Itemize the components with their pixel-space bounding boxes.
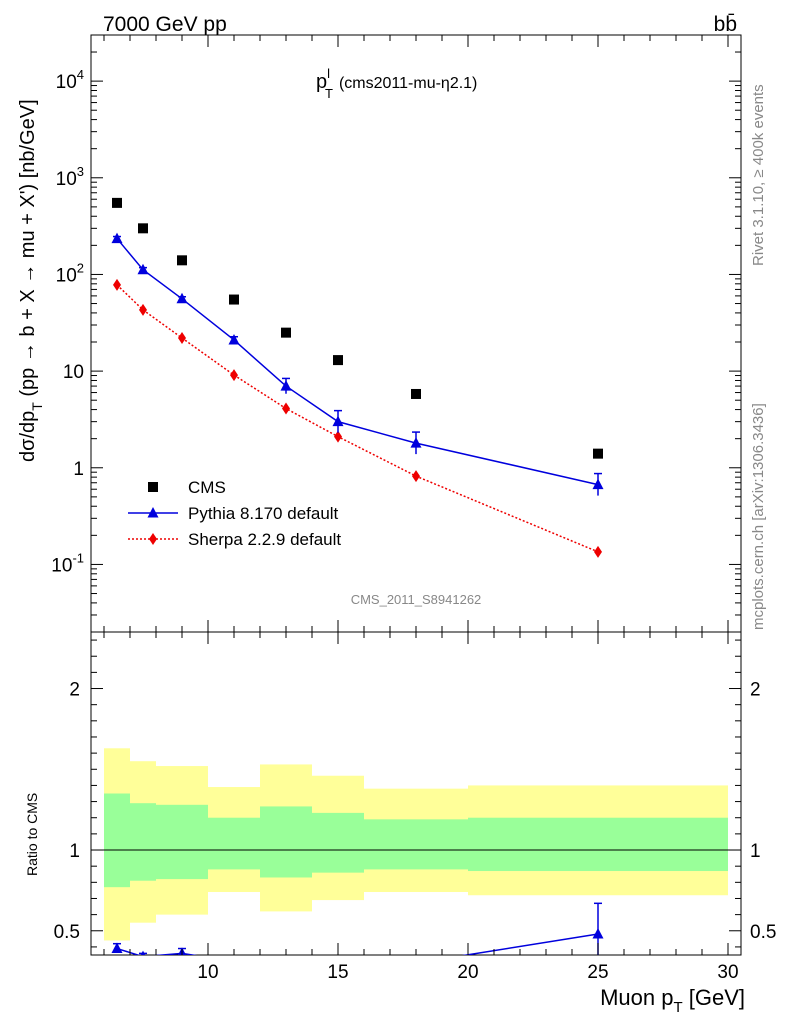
y-tick-label-ratio-right: 1 xyxy=(750,841,761,862)
cms-point xyxy=(138,223,148,234)
y-tick-label-main: 1 xyxy=(73,459,84,480)
pythia-point xyxy=(280,380,292,391)
x-label-part1: Muon p xyxy=(600,985,673,1010)
pythia-point xyxy=(592,478,604,490)
sherpa-point xyxy=(334,430,342,443)
y-label-subscript: T xyxy=(29,402,45,411)
x-tick-label: 20 xyxy=(457,962,478,983)
y-tick-exponent: 3 xyxy=(77,164,84,179)
plot-title-main: p xyxy=(316,71,327,93)
x-axis-label: Muon pT [GeV] xyxy=(600,985,745,1016)
x-tick-label: 30 xyxy=(717,962,738,983)
y-tick-label-ratio-right: 2 xyxy=(750,680,761,701)
ratio-y-axis-label: Ratio to CMS xyxy=(24,793,40,876)
ratio-pythia-point xyxy=(229,955,240,966)
sherpa-point xyxy=(113,278,121,291)
cms-point xyxy=(281,327,291,338)
pythia-point xyxy=(137,263,149,275)
y-tick-label-main: 104 xyxy=(56,67,84,93)
pythia-line xyxy=(116,238,599,486)
ratio-inner-band xyxy=(364,819,468,870)
ratio-inner-band xyxy=(312,812,364,873)
ratio-pythia-point xyxy=(281,959,292,970)
side-label-bottom: mcplots.cern.ch [arXiv:1306.3436] xyxy=(750,403,767,630)
y-tick-base: 10 xyxy=(51,555,72,576)
y-tick-exponent: 4 xyxy=(77,67,84,82)
legend-sherpa-marker xyxy=(149,533,157,545)
sherpa-point xyxy=(139,303,147,316)
cms-point xyxy=(229,294,239,305)
y-tick-label-main: 10 xyxy=(63,362,84,383)
energy-label: 7000 GeV pp xyxy=(103,13,227,36)
y-tick-label-ratio-left: 0.5 xyxy=(54,922,80,943)
legend-entry-label: Pythia 8.170 default xyxy=(188,504,339,523)
ratio-pythia-point xyxy=(111,942,123,954)
legend-cms-marker xyxy=(148,482,158,492)
x-tick-label: 10 xyxy=(197,962,218,983)
plot-title-tail: (cms2011-mu-η2.1) xyxy=(339,75,477,92)
sherpa-point xyxy=(594,545,602,558)
pythia-point xyxy=(332,415,344,427)
plot-title-sup: l xyxy=(327,66,330,81)
cms-point xyxy=(593,448,603,459)
ratio-inner-band xyxy=(130,803,156,881)
main-y-axis-label: dσ/dpT (pp → b + X → mu + X') [nb/GeV] xyxy=(17,99,45,462)
ratio-inner-band xyxy=(104,793,130,888)
x-label-subscript: T xyxy=(673,999,682,1016)
sherpa-point xyxy=(230,369,238,382)
plot-title: pl T (cms2011-mu-η2.1) xyxy=(316,66,477,101)
pythia-point xyxy=(111,232,123,244)
legend-entry-label: Sherpa 2.2.9 default xyxy=(188,530,341,549)
legend-entry-label: CMS xyxy=(188,478,226,497)
analysis-id: CMS_2011_S8941262 xyxy=(351,592,482,607)
ratio-pythia-line xyxy=(116,933,599,955)
pythia-point xyxy=(176,292,188,304)
y-label-part1: dσ/dp xyxy=(17,411,39,462)
cms-point xyxy=(333,355,343,366)
legend-pythia-marker xyxy=(147,507,159,518)
main-layer xyxy=(111,197,604,558)
sherpa-point xyxy=(178,332,186,345)
x-tick-label: 25 xyxy=(587,962,608,983)
x-label-part2: [GeV] xyxy=(683,985,745,1010)
ratio-pythia-point xyxy=(592,928,604,939)
y-tick-exponent: 2 xyxy=(77,260,84,275)
ratio-inner-band xyxy=(208,817,260,870)
process-label: bb̄ xyxy=(714,13,737,36)
ratio-layer xyxy=(91,748,741,970)
cms-point xyxy=(177,255,187,266)
sherpa-point xyxy=(282,402,290,415)
y-tick-exponent: -1 xyxy=(72,550,84,565)
pythia-point xyxy=(228,333,240,345)
y-tick-base: 10 xyxy=(56,72,77,93)
cms-point xyxy=(112,197,122,208)
y-tick-label-ratio-left: 2 xyxy=(69,680,80,701)
y-tick-label-ratio-left: 1 xyxy=(69,841,80,862)
y-tick-label-ratio-right: 0.5 xyxy=(750,922,776,943)
y-tick-base: 10 xyxy=(56,265,77,286)
plot-title-sub: T xyxy=(325,86,333,101)
y-label-part2: (pp → b + X → mu + X') [nb/GeV] xyxy=(17,99,39,402)
pythia-point xyxy=(410,437,422,448)
ratio-pythia-point xyxy=(140,950,146,955)
ratio-pythia-point xyxy=(411,957,422,968)
ratio-inner-band xyxy=(156,804,208,880)
cms-point xyxy=(411,388,421,399)
sherpa-line xyxy=(116,284,599,553)
y-tick-base: 10 xyxy=(56,169,77,190)
side-label-top: Rivet 3.1.10, ≥ 400k events xyxy=(750,84,767,266)
y-tick-label-main: 10-1 xyxy=(51,550,84,576)
y-tick-label-main: 103 xyxy=(56,164,84,190)
ratio-inner-band xyxy=(468,817,728,872)
y-tick-label-main: 102 xyxy=(56,260,84,286)
x-tick-label: 15 xyxy=(327,962,348,983)
ratio-inner-band xyxy=(260,806,312,878)
sherpa-point xyxy=(412,470,420,483)
legend: CMS Pythia 8.170 default Sherpa 2.2.9 defa… xyxy=(128,478,341,549)
